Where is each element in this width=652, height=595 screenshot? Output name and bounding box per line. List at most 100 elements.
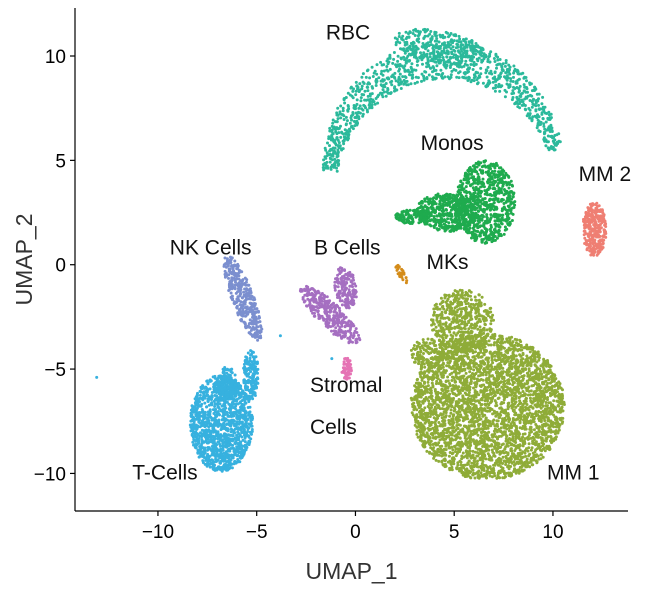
point-monos [489,177,493,181]
point-rbc [487,79,491,83]
point-rbc [442,61,446,65]
point-nk-cells [248,306,252,310]
point-rbc [337,162,341,166]
point-rbc [393,36,397,40]
point-nk-cells [249,297,253,301]
point-rbc [351,89,355,93]
point-rbc [530,105,534,109]
point-mm-2 [589,230,593,234]
point-rbc [500,84,504,88]
point-mm-2 [589,244,592,248]
point-rbc [440,74,443,78]
point-rbc [407,35,411,39]
point-rbc [549,146,553,150]
point-monos [512,206,516,209]
point-rbc [553,143,557,147]
point-mm-2 [597,239,601,243]
point-b-cells [340,279,344,283]
point-monos [455,199,458,203]
point-t-cells [195,427,199,431]
point-rbc [555,133,559,137]
point-rbc [404,76,408,79]
point-rbc [439,44,442,48]
point-rbc [341,109,345,113]
point-rbc [398,78,402,81]
point-mks [396,267,400,271]
point-monos [507,186,511,190]
point-monos [485,229,489,233]
point-monos [478,200,482,204]
point-rbc [382,90,386,94]
point-rbc [509,77,513,81]
point-nk-cells [242,290,246,294]
point-b-cells [330,302,334,306]
point-mm-2 [596,252,600,256]
point-t-cells [229,408,232,412]
point-monos [487,238,491,242]
point-b-cells [333,280,337,284]
point-monos [444,220,448,224]
point-t-cells [213,443,217,447]
point-rbc [376,101,380,105]
point-rbc [334,127,338,131]
point-nk-cells [249,294,253,298]
point-rbc [415,63,419,67]
point-mm-2 [597,244,601,248]
point-rbc [436,53,440,56]
point-b-cells [314,300,318,304]
point-t-cells [192,422,196,425]
point-rbc [417,33,421,37]
point-monos [476,192,480,196]
point-b-cells [346,324,350,328]
point-monos [473,196,477,200]
point-rbc [460,55,464,59]
point-b-cells [345,273,349,276]
point-rbc [514,80,518,84]
point-monos [447,221,451,225]
point-rbc [398,67,401,71]
point-monos [459,226,463,230]
point-b-cells [308,298,311,302]
point-rbc [371,75,375,78]
point-rbc [379,60,383,64]
point-monos [464,213,468,216]
point-rbc [481,48,485,52]
point-rbc [418,55,422,59]
point-rbc [457,71,460,75]
point-monos [418,210,422,214]
point-mm-2 [590,238,594,242]
point-t-cells [231,411,235,415]
point-nk-cells [233,259,237,263]
point-b-cells [354,295,358,299]
point-rbc [550,135,554,139]
point-rbc [531,99,534,103]
point-rbc [503,64,507,68]
point-b-cells [323,310,327,314]
point-monos [469,172,473,176]
point-rbc [428,32,432,36]
point-mm-2 [592,223,596,227]
point-monos [477,204,481,208]
point-monos [494,163,497,167]
point-rbc [382,69,386,73]
point-rbc [400,64,404,68]
point-nk-cells [254,331,258,335]
point-rbc [503,95,507,99]
point-t-cells [237,396,241,400]
point-rbc [453,49,457,53]
point-monos [478,224,482,228]
point-rbc [450,69,454,73]
point-b-cells [318,301,322,305]
point-rbc [523,107,527,111]
point-monos [488,192,492,196]
point-rbc [459,43,463,46]
point-monos [448,211,452,215]
point-rbc [494,86,497,90]
point-rbc [422,76,426,80]
point-t-cells [209,461,213,465]
point-b-cells [315,290,319,294]
point-rbc [428,52,432,56]
point-rbc [493,75,497,79]
point-rbc [505,74,509,78]
point-monos [404,213,408,217]
